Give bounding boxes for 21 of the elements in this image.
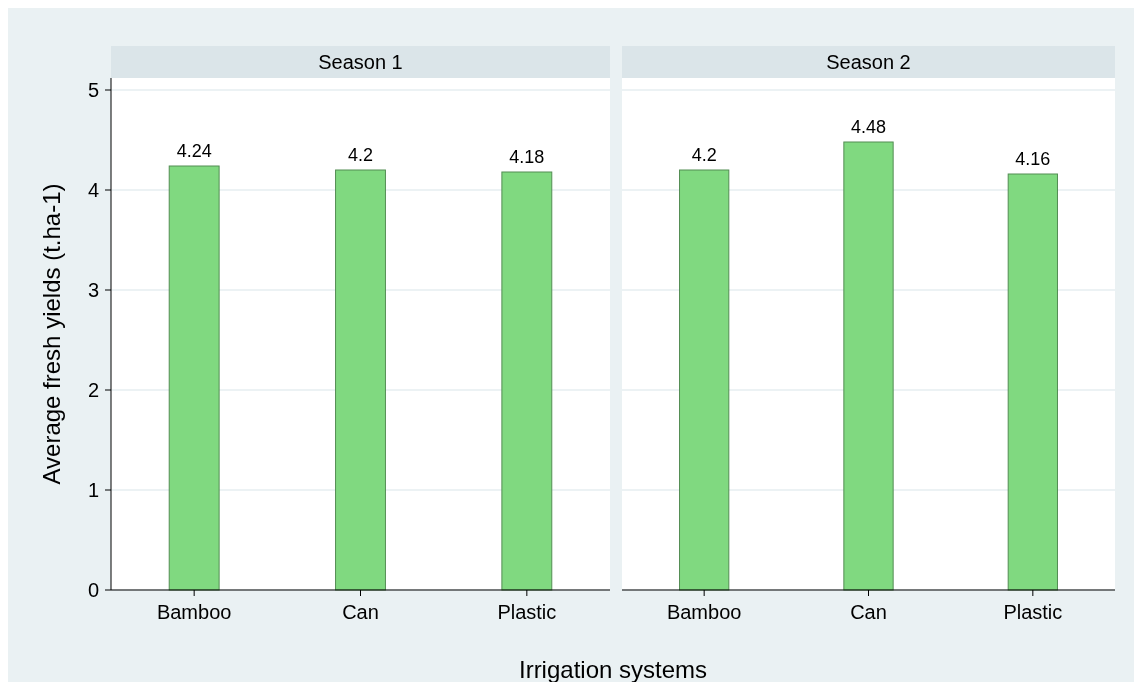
x-tick-label: Can <box>850 601 887 623</box>
y-axis-title: Average fresh yields (t.ha-1) <box>38 183 65 485</box>
x-tick-label: Can <box>342 601 379 623</box>
y-tick-label: 0 <box>87 579 99 601</box>
data-label: 4.2 <box>347 145 374 165</box>
data-label: 4.24 <box>176 141 212 161</box>
y-tick-label: 1 <box>87 479 99 501</box>
y-tick-label: 3 <box>87 279 99 301</box>
data-label: 4.2 <box>691 145 717 165</box>
data-label: 4.18 <box>509 147 545 167</box>
chart-title: Season 2 <box>826 51 911 73</box>
x-tick-label: Plastic <box>497 601 557 623</box>
x-tick-label: Bamboo <box>156 601 232 623</box>
x-tick-label: Bamboo <box>666 601 742 623</box>
chart-title: Season 1 <box>318 51 403 73</box>
data-label: 4.48 <box>850 117 887 137</box>
y-tick-label: 4 <box>87 179 99 201</box>
y-tick-label: 5 <box>87 79 99 101</box>
y-tick-label: 2 <box>87 379 99 401</box>
x-tick-label: Plastic <box>1003 601 1063 623</box>
data-label: 4.16 <box>1015 149 1051 169</box>
